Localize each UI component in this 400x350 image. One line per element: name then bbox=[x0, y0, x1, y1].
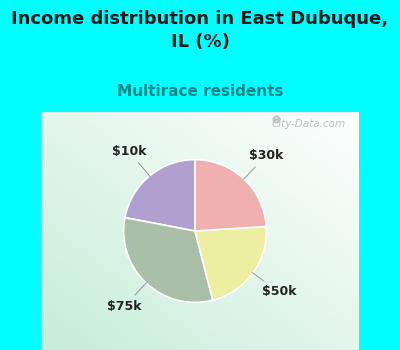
Wedge shape bbox=[125, 160, 195, 231]
Text: Multirace residents: Multirace residents bbox=[117, 84, 283, 99]
Text: $30k: $30k bbox=[243, 149, 283, 180]
Wedge shape bbox=[195, 160, 266, 231]
Text: Income distribution in East Dubuque,
IL (%): Income distribution in East Dubuque, IL … bbox=[12, 10, 388, 51]
Wedge shape bbox=[124, 218, 213, 302]
Text: $50k: $50k bbox=[252, 273, 296, 298]
Text: $10k: $10k bbox=[112, 145, 150, 177]
Text: City-Data.com: City-Data.com bbox=[272, 119, 346, 129]
Wedge shape bbox=[195, 226, 266, 300]
Text: $75k: $75k bbox=[107, 282, 147, 313]
